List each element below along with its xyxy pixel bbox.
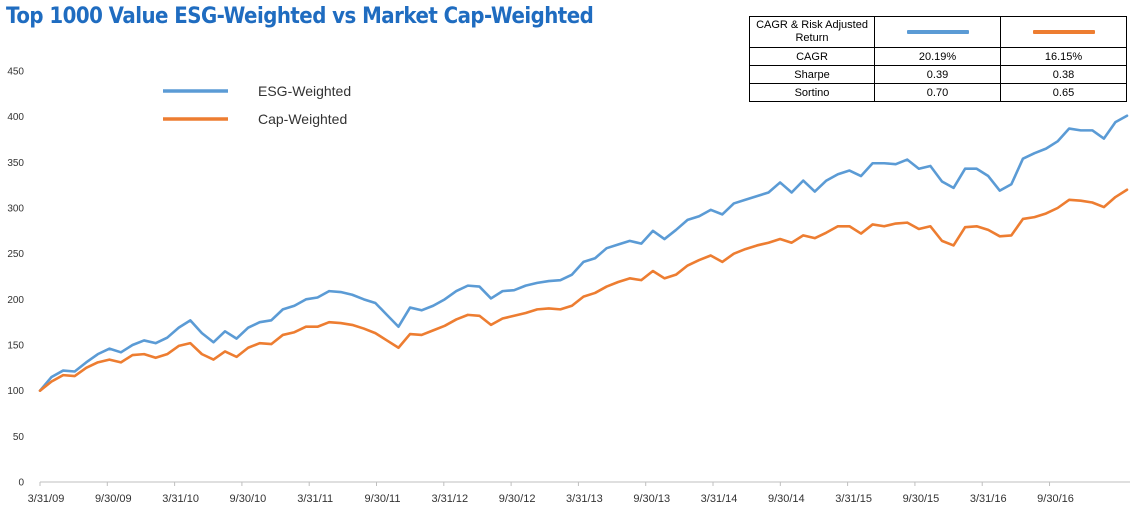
x-tick-label: 3/31/12 [431, 493, 468, 505]
x-tick-label: 9/30/15 [903, 493, 940, 505]
stats-table: CAGR & Risk Adjusted Return CAGR 20.19% … [749, 16, 1127, 102]
legend: ESG-Weighted Cap-Weighted [163, 83, 351, 127]
legend-label-cap: Cap-Weighted [258, 111, 347, 127]
x-tick-label: 3/31/15 [835, 493, 872, 505]
y-tick-label: 200 [7, 295, 24, 306]
x-tick-label: 3/31/13 [566, 493, 603, 505]
stats-row: Sharpe 0.39 0.38 [749, 65, 1127, 84]
stats-row-cap-value: 0.38 [1000, 65, 1127, 84]
y-tick-label: 250 [7, 249, 24, 260]
stats-row: CAGR 20.19% 16.15% [749, 47, 1127, 66]
x-tick-label: 9/30/10 [230, 493, 267, 505]
stats-row-esg-value: 0.39 [874, 65, 1001, 84]
series-line-esg [38, 114, 1129, 392]
x-tick-label: 9/30/13 [633, 493, 670, 505]
x-tick-label: 9/30/11 [365, 493, 401, 505]
y-tick-label: 350 [7, 158, 24, 169]
y-tick-label: 100 [7, 386, 24, 397]
x-tick-label: 3/31/10 [162, 493, 199, 505]
stats-row: Sortino 0.70 0.65 [749, 83, 1127, 102]
y-tick-label: 450 [7, 67, 24, 78]
stats-row-esg-value: 20.19% [874, 47, 1001, 66]
y-tick-label: 150 [7, 341, 24, 352]
stats-row-cap-value: 16.15% [1000, 47, 1127, 66]
stats-row-label: Sharpe [749, 65, 875, 84]
x-tick-label: 3/31/16 [970, 493, 1007, 505]
series-line-cap [38, 188, 1129, 392]
x-tick-label: 3/31/09 [28, 493, 65, 505]
y-tick-label: 400 [7, 112, 24, 123]
y-tick-label: 50 [13, 432, 25, 443]
y-tick-label: 0 [18, 478, 24, 489]
stats-row-label: CAGR [749, 47, 875, 66]
stats-header-row: CAGR & Risk Adjusted Return [749, 16, 1127, 48]
series-layer [38, 114, 1129, 392]
stats-header-label: CAGR & Risk Adjusted Return [749, 16, 875, 48]
stats-row-cap-value: 0.65 [1000, 83, 1127, 102]
x-tick-label: 9/30/12 [499, 493, 536, 505]
stats-row-esg-value: 0.70 [874, 83, 1001, 102]
x-tick-label: 3/31/11 [297, 493, 333, 505]
stats-header-esg-swatch [874, 16, 1001, 48]
x-tick-label: 3/31/14 [701, 493, 738, 505]
stats-row-label: Sortino [749, 83, 875, 102]
legend-label-esg: ESG-Weighted [258, 83, 351, 99]
x-tick-label: 9/30/09 [95, 493, 132, 505]
y-tick-label: 300 [7, 204, 24, 215]
axes-layer: 0 50 100 150 200 250 300 350 400 450 3/31/09 9/30/0… [7, 67, 1130, 505]
chart-title: Top 1000 Value ESG-Weighted vs Market Ca… [6, 4, 594, 29]
x-tick-label: 9/30/16 [1037, 493, 1074, 505]
stats-header-cap-swatch [1000, 16, 1127, 48]
x-tick-label: 9/30/14 [768, 493, 805, 505]
